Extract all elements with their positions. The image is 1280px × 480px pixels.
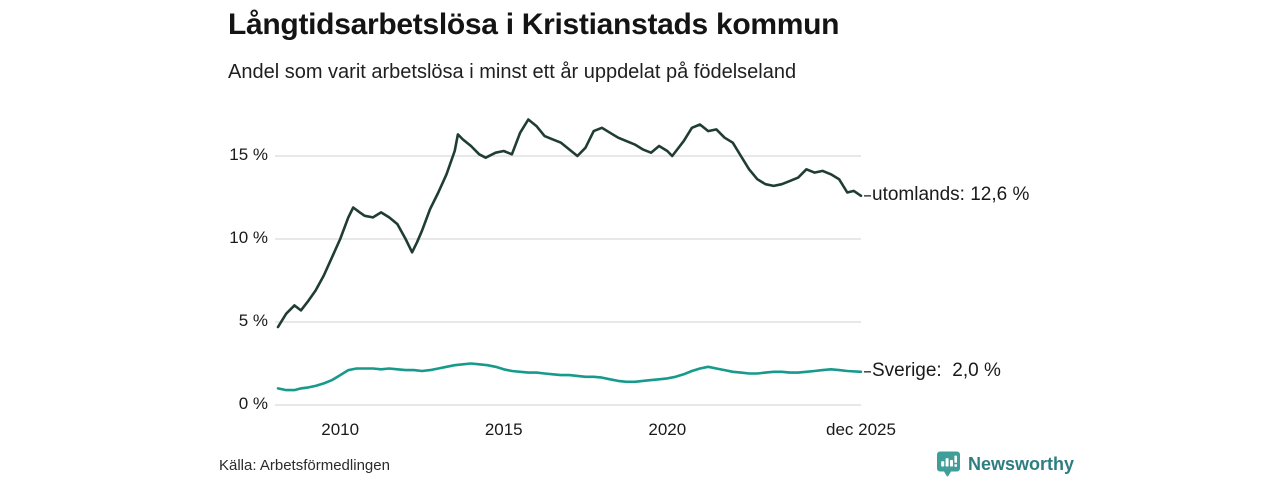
- y-tick-10: 10 %: [229, 228, 268, 247]
- y-tick-0: 0 %: [238, 394, 268, 413]
- x-tick-2015: 2015: [484, 420, 523, 439]
- series-lines: [276, 118, 863, 392]
- y-tick-15: 15 %: [229, 145, 268, 164]
- x-tick-2020: 2020: [648, 420, 687, 439]
- x-tick-dec-2025: dec 2025: [826, 420, 896, 439]
- x-tick-2010: 2010: [321, 420, 360, 439]
- chart-subtitle: Andel som varit arbetslösa i minst ett å…: [228, 61, 797, 83]
- gridlines: [275, 155, 861, 406]
- series-label-utomlands: utomlands: 12,6 %: [872, 183, 1030, 205]
- newsworthy-logo[interactable]: Newsworthy: [936, 451, 1074, 477]
- y-tick-5: 5 %: [238, 311, 268, 330]
- source-note: Källa: Arbetsförmedlingen: [219, 457, 390, 474]
- newsworthy-chart-bubble-icon: [937, 451, 960, 477]
- annotation-connectors: [864, 195, 871, 373]
- series-label-sverige: Sverige: 2,0 %: [872, 359, 1001, 381]
- newsworthy-wordmark: Newsworthy: [968, 453, 1075, 474]
- page-title: Långtidsarbetslösa i Kristianstads kommu…: [228, 8, 840, 41]
